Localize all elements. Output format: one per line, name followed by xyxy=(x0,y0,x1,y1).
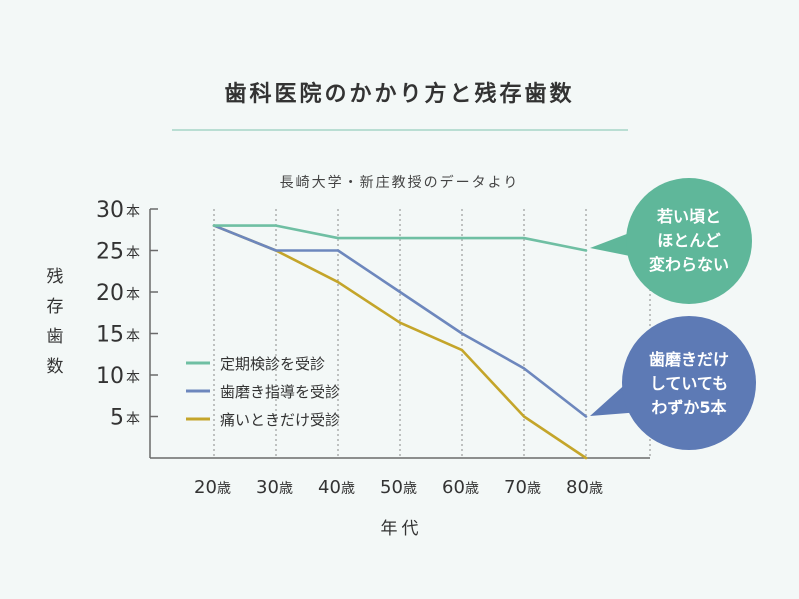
legend-label: 痛いときだけ受診 xyxy=(220,411,340,429)
y-tick-label: 25 xyxy=(96,240,124,265)
series-line-brushing xyxy=(212,224,588,418)
y-axis-label: 残 存 歯 数 xyxy=(42,262,68,382)
y-tick-label: 5 xyxy=(110,406,124,431)
legend-label: 歯磨き指導を受診 xyxy=(220,383,340,401)
x-tick-unit: 歳 xyxy=(527,481,541,497)
y-tick-label: 15 xyxy=(96,323,124,348)
x-tick-unit: 歳 xyxy=(403,481,417,497)
y-tick-label: 20 xyxy=(96,281,124,306)
x-tick-unit: 歳 xyxy=(341,481,355,497)
y-axis-label-char: 存 xyxy=(46,297,64,317)
y-axis-label-char: 数 xyxy=(46,357,64,377)
y-tick-label: 10 xyxy=(96,364,124,389)
y-tick-unit: 本 xyxy=(126,246,140,262)
annotation-bubble-regular-checkup xyxy=(626,178,752,304)
y-axis-label-char: 歯 xyxy=(46,327,64,347)
x-tick-label: 40 xyxy=(318,477,341,498)
y-tick-unit: 本 xyxy=(126,412,140,428)
x-tick-label: 50 xyxy=(380,477,403,498)
x-tick-label: 60 xyxy=(442,477,465,498)
x-axis-label: 年代 xyxy=(380,519,423,539)
y-tick-label: 30 xyxy=(96,198,124,223)
annotation-bubble-brushing xyxy=(622,316,756,450)
title-divider xyxy=(172,129,628,131)
x-tick-label: 80 xyxy=(566,477,589,498)
x-tick-unit: 歳 xyxy=(217,481,231,497)
x-tick-label: 30 xyxy=(256,477,279,498)
y-tick-unit: 本 xyxy=(126,204,140,220)
y-axis-label-char: 残 xyxy=(46,267,64,287)
series-line-regular-checkup xyxy=(212,224,588,252)
y-tick-unit: 本 xyxy=(126,287,140,303)
x-tick-unit: 歳 xyxy=(465,481,479,497)
annotation-text-brushing: 歯磨きだけ していても わずか5本 xyxy=(648,350,729,417)
chart-subtitle: 長崎大学・新庄教授のデータより xyxy=(279,175,520,191)
x-tick-unit: 歳 xyxy=(279,481,293,497)
x-tick-label: 20 xyxy=(194,477,217,498)
x-tick-unit: 歳 xyxy=(589,481,603,497)
chart-title: 歯科医院のかかり方と残存歯数 xyxy=(224,82,575,107)
y-tick-unit: 本 xyxy=(126,329,140,345)
annotation-text-regular-checkup: 若い頃と ほとんど 変わらない xyxy=(648,207,729,274)
legend-label: 定期検診を受診 xyxy=(220,355,325,373)
x-tick-label: 70 xyxy=(504,477,527,498)
y-tick-unit: 本 xyxy=(126,370,140,386)
